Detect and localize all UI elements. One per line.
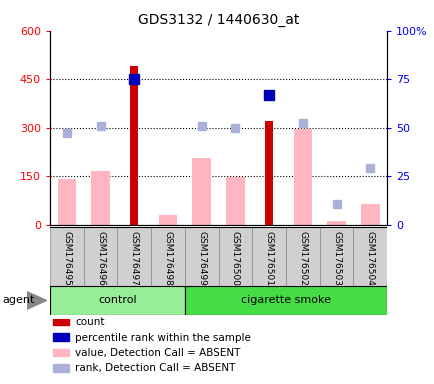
- Bar: [57, 179, 76, 225]
- Bar: [117, 227, 151, 286]
- Text: GSM176498: GSM176498: [163, 231, 172, 286]
- Bar: [184, 227, 218, 286]
- Bar: [53, 364, 69, 372]
- Bar: [192, 158, 210, 225]
- Bar: [319, 227, 353, 286]
- Bar: [50, 227, 83, 286]
- Text: agent: agent: [2, 295, 34, 306]
- Bar: [53, 349, 69, 356]
- Bar: [50, 286, 184, 315]
- Bar: [264, 121, 273, 225]
- Bar: [53, 333, 69, 341]
- Bar: [158, 215, 177, 225]
- Text: GSM176502: GSM176502: [298, 231, 307, 286]
- Bar: [286, 227, 319, 286]
- Text: GSM176503: GSM176503: [331, 231, 340, 286]
- Bar: [326, 222, 345, 225]
- Bar: [151, 227, 184, 286]
- Title: GDS3132 / 1440630_at: GDS3132 / 1440630_at: [138, 13, 299, 27]
- Bar: [218, 227, 252, 286]
- Bar: [84, 227, 117, 286]
- Bar: [184, 286, 386, 315]
- Text: GSM176495: GSM176495: [62, 231, 71, 286]
- Text: value, Detection Call = ABSENT: value, Detection Call = ABSENT: [75, 348, 240, 358]
- Bar: [226, 177, 244, 225]
- Polygon shape: [27, 292, 46, 309]
- Text: GSM176504: GSM176504: [365, 231, 374, 286]
- Bar: [360, 204, 379, 225]
- Text: GSM176496: GSM176496: [96, 231, 105, 286]
- Bar: [252, 227, 286, 286]
- Text: GSM176501: GSM176501: [264, 231, 273, 286]
- Text: GSM176500: GSM176500: [230, 231, 240, 286]
- Bar: [353, 227, 386, 286]
- Bar: [130, 66, 138, 225]
- Text: GSM176499: GSM176499: [197, 231, 206, 286]
- Bar: [293, 129, 312, 225]
- Bar: [53, 318, 69, 326]
- Bar: [91, 171, 110, 225]
- Text: control: control: [98, 295, 136, 306]
- Text: cigarette smoke: cigarette smoke: [240, 295, 330, 306]
- Text: count: count: [75, 317, 105, 327]
- Text: rank, Detection Call = ABSENT: rank, Detection Call = ABSENT: [75, 363, 235, 373]
- Text: percentile rank within the sample: percentile rank within the sample: [75, 333, 250, 343]
- Text: GSM176497: GSM176497: [129, 231, 138, 286]
